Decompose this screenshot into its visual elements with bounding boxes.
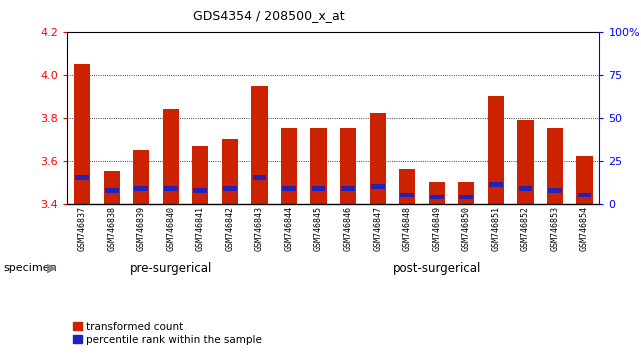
- Bar: [194, 188, 207, 193]
- Text: GSM746853: GSM746853: [551, 206, 560, 251]
- Bar: [400, 193, 414, 197]
- Bar: [281, 129, 297, 204]
- Text: GSM746842: GSM746842: [226, 206, 235, 251]
- Bar: [519, 186, 533, 191]
- Bar: [103, 171, 120, 204]
- Text: GSM746852: GSM746852: [521, 206, 530, 251]
- Text: GSM746839: GSM746839: [137, 206, 146, 251]
- Text: GSM746837: GSM746837: [78, 206, 87, 251]
- Bar: [134, 186, 148, 191]
- Bar: [74, 64, 90, 204]
- Text: GSM746850: GSM746850: [462, 206, 471, 251]
- Bar: [282, 186, 296, 191]
- Bar: [488, 96, 504, 204]
- Bar: [192, 145, 208, 204]
- Bar: [548, 188, 562, 193]
- Bar: [163, 109, 179, 204]
- Text: GSM746840: GSM746840: [166, 206, 175, 251]
- Text: GSM746844: GSM746844: [285, 206, 294, 251]
- Bar: [222, 139, 238, 204]
- Bar: [460, 195, 473, 199]
- Bar: [576, 156, 593, 204]
- Bar: [547, 129, 563, 204]
- Bar: [489, 182, 503, 187]
- Bar: [341, 186, 355, 191]
- Text: post-surgerical: post-surgerical: [392, 262, 481, 275]
- Bar: [369, 113, 386, 204]
- Text: ▶: ▶: [47, 262, 56, 275]
- Text: GSM746851: GSM746851: [492, 206, 501, 251]
- Text: GSM746843: GSM746843: [255, 206, 264, 251]
- Text: pre-surgerical: pre-surgerical: [129, 262, 212, 275]
- Bar: [578, 193, 592, 197]
- Bar: [340, 129, 356, 204]
- Bar: [75, 176, 89, 180]
- Text: GSM746845: GSM746845: [314, 206, 323, 251]
- Bar: [133, 150, 149, 204]
- Bar: [429, 182, 445, 204]
- Bar: [399, 169, 415, 204]
- Text: GDS4354 / 208500_x_at: GDS4354 / 208500_x_at: [194, 9, 345, 22]
- Bar: [164, 186, 178, 191]
- Text: GSM746848: GSM746848: [403, 206, 412, 251]
- Text: specimen: specimen: [3, 263, 57, 273]
- Text: GSM746841: GSM746841: [196, 206, 205, 251]
- Text: GSM746854: GSM746854: [580, 206, 589, 251]
- Bar: [312, 186, 326, 191]
- Bar: [517, 120, 533, 204]
- Bar: [104, 188, 119, 193]
- Bar: [253, 176, 267, 180]
- Bar: [310, 129, 327, 204]
- Bar: [370, 184, 385, 189]
- Text: GSM746849: GSM746849: [432, 206, 441, 251]
- Legend: transformed count, percentile rank within the sample: transformed count, percentile rank withi…: [69, 317, 266, 349]
- Text: GSM746847: GSM746847: [373, 206, 382, 251]
- Bar: [223, 186, 237, 191]
- Text: GSM746846: GSM746846: [344, 206, 353, 251]
- Bar: [251, 86, 267, 204]
- Bar: [458, 182, 474, 204]
- Text: GSM746838: GSM746838: [107, 206, 116, 251]
- Bar: [430, 195, 444, 199]
